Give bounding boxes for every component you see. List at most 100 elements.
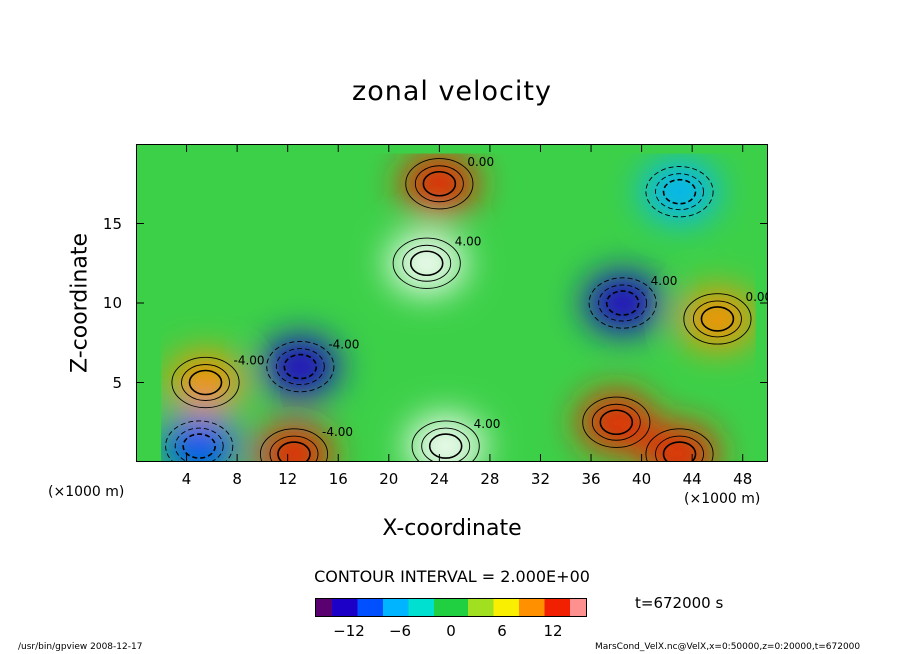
colorbar-cell	[349, 598, 358, 617]
colorbar-cell	[374, 598, 384, 617]
x-tick-label: 4	[181, 470, 192, 488]
contour-line-9-2	[645, 428, 714, 462]
colorbar-cell	[536, 598, 545, 617]
contour-line-2-0	[283, 353, 318, 380]
contour-line-5-1	[692, 300, 742, 338]
colorbar-cell	[434, 598, 443, 617]
field-feature-3	[584, 273, 661, 333]
x-tick-label: 48	[733, 470, 753, 488]
contour-line-11-2	[645, 166, 714, 218]
x-tick-label: 16	[328, 470, 348, 488]
x-unit-right-label: (×1000 m)	[684, 491, 761, 507]
contour-label: -4.00	[328, 338, 359, 352]
colorbar-cell	[578, 598, 588, 617]
timestamp-label: t=672000 s	[635, 594, 724, 612]
x-axis-label: X-coordinate	[382, 516, 522, 541]
contour-line-3-0	[605, 290, 640, 316]
field-feature-1	[401, 153, 478, 214]
colorbar-cell	[519, 598, 528, 617]
colorbar-cell	[468, 598, 477, 617]
contour-line-10-0	[182, 433, 217, 459]
y-axis-label: Z-coordinate	[67, 233, 93, 373]
contour-label: 4.00	[455, 234, 482, 248]
contour-label: 0.00	[467, 155, 494, 169]
contour-plot: 4.00 0.00 -4.00 4.00 -4.00 0.00 4.00 -4.00	[136, 144, 768, 462]
contour-interval-text: CONTOUR INTERVAL = 2.000E+00	[314, 567, 590, 586]
contour-line-8-0	[599, 409, 634, 436]
contour-line-7-1	[269, 435, 319, 462]
colorbar-cell	[425, 598, 435, 617]
contour-line-1-0	[422, 170, 457, 197]
x-tick-label: 24	[429, 470, 449, 488]
contour-line-7-2	[259, 428, 329, 462]
contour-line-9-1	[655, 435, 704, 462]
colorbar-cell	[561, 598, 571, 617]
contour-line-0-1	[402, 244, 452, 282]
colorbar-cell	[408, 598, 418, 617]
contour-label: 4.00	[474, 417, 501, 431]
footer-left: /usr/bin/gpview 2008-12-17	[18, 642, 143, 652]
field-feature-10	[161, 416, 238, 462]
colorbar-frame	[315, 598, 587, 617]
contour-line-10-2	[165, 420, 234, 462]
x-tick-label: 28	[480, 470, 500, 488]
colorbar-cell	[459, 598, 469, 617]
colorbar-cell	[451, 598, 460, 617]
contour-line-4-0	[188, 369, 223, 396]
field-feature-5	[679, 288, 756, 349]
colorbar-cell	[442, 598, 452, 617]
field-feature-8	[578, 392, 655, 453]
contour-line-0-0	[409, 250, 444, 277]
colorbar-cell	[315, 598, 324, 617]
colorbar-cell	[417, 598, 426, 617]
contour-line-4-1	[181, 364, 230, 401]
field-feature-6	[407, 416, 484, 462]
colorbar-cell	[553, 598, 562, 617]
y-tick-label: 15	[102, 214, 122, 233]
contour-line-9-0	[662, 441, 697, 462]
contour-label: -4.00	[322, 425, 353, 439]
contour-line-11-1	[655, 173, 704, 211]
colorbar-cell	[485, 598, 494, 617]
colorbar-cell	[502, 598, 511, 617]
contour-label: 4.00	[651, 274, 678, 288]
colorbar-cell	[527, 598, 537, 617]
colorbar-cell	[323, 598, 333, 617]
contour-line-8-2	[582, 396, 651, 448]
colorbar-tick-label: −6	[388, 622, 412, 640]
field-feature-0	[388, 233, 465, 294]
x-unit-left-label: (×1000 m)	[48, 484, 125, 500]
contour-line-1-1	[414, 165, 464, 203]
colorbar-cell	[366, 598, 375, 617]
x-tick-label: 12	[278, 470, 298, 488]
x-tick-label: 32	[530, 470, 551, 488]
colorbar-cell	[570, 598, 579, 617]
colorbar-cell	[510, 598, 520, 617]
footer-right: MarsCond_VelX.nc@VelX,x=0:50000,z=0:2000…	[595, 642, 861, 652]
contour-line-6-1	[421, 427, 471, 462]
x-tick-label: 44	[682, 470, 702, 488]
x-tick-label: 20	[379, 470, 399, 488]
colorbar-cell	[357, 598, 367, 617]
contour-line-4-2	[171, 356, 240, 409]
x-tick-label: 40	[632, 470, 652, 488]
colorbar-cell	[383, 598, 392, 617]
y-tick-label: 5	[112, 373, 122, 392]
colorbar-cell	[493, 598, 503, 617]
contour-line-6-2	[411, 420, 480, 462]
contour-line-3-2	[588, 277, 657, 329]
field-feature-2	[262, 336, 339, 397]
colorbar-cell	[391, 598, 401, 617]
field-feature-11	[641, 161, 718, 222]
colorbar-tick-label: 0	[446, 622, 456, 640]
colorbar	[315, 598, 588, 617]
colorbar-cell	[544, 598, 554, 617]
contour-line-2-2	[266, 340, 335, 393]
contour-line-2-1	[275, 348, 325, 386]
contour-line-8-1	[591, 403, 641, 441]
colorbar-tick-label: −12	[333, 622, 365, 640]
contour-line-10-1	[174, 427, 224, 462]
contour-line-6-0	[428, 433, 463, 459]
contour-line-5-2	[683, 293, 752, 345]
colorbar-cell	[400, 598, 409, 617]
